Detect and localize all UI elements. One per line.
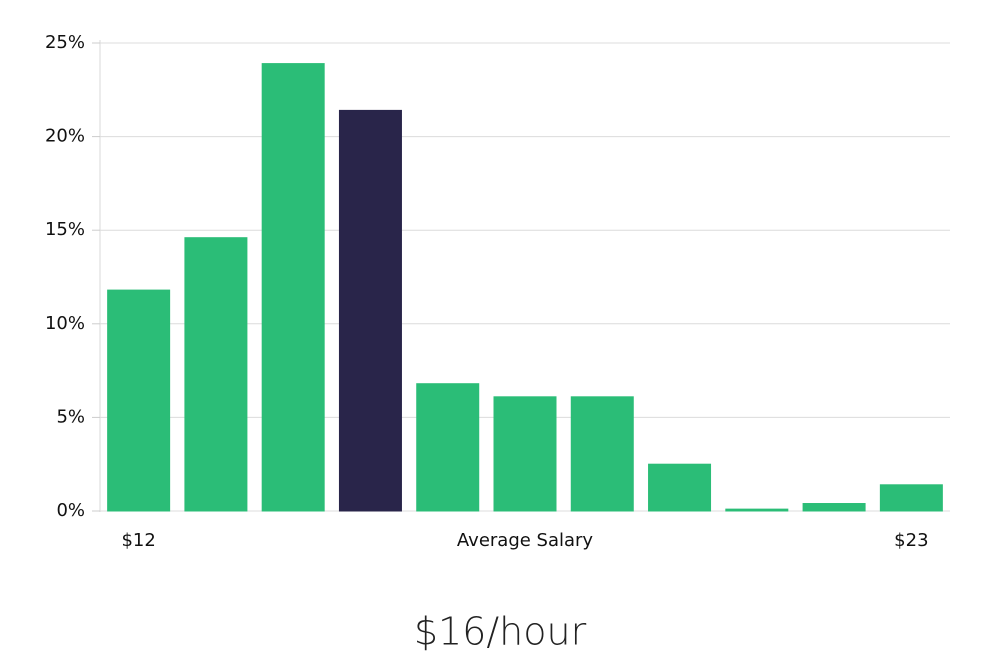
x-axis-label: Average Salary <box>457 530 594 551</box>
x-tick-label: $12 <box>121 530 155 551</box>
y-tick-label: 25% <box>45 32 85 53</box>
bar <box>725 508 789 512</box>
bar <box>879 484 943 512</box>
bar <box>261 63 325 512</box>
y-tick-label: 15% <box>45 219 85 240</box>
y-tick-label: 10% <box>45 313 85 334</box>
y-tick-label: 5% <box>56 406 85 427</box>
y-tick-label: 20% <box>45 126 85 147</box>
bar <box>184 237 248 512</box>
bar <box>648 463 712 512</box>
bar <box>416 383 480 512</box>
bar <box>338 109 402 512</box>
bar <box>802 503 866 512</box>
x-tick-label: $23 <box>894 530 928 551</box>
bar <box>107 289 171 512</box>
bar <box>493 396 557 512</box>
y-tick-label: 0% <box>56 500 85 521</box>
headline: $16/hour <box>414 610 587 654</box>
bar <box>570 396 634 512</box>
